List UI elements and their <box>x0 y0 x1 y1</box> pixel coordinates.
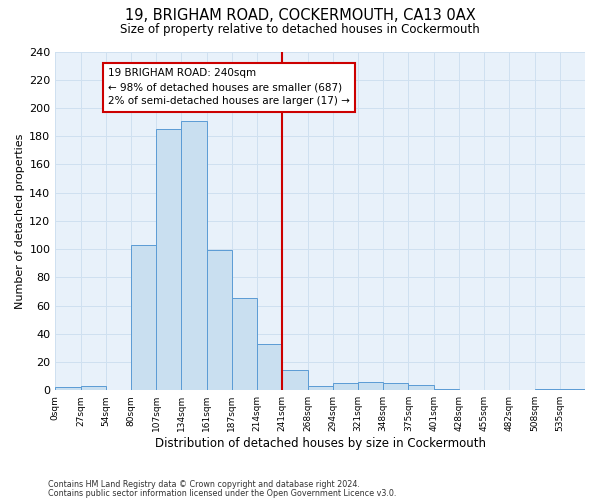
X-axis label: Distribution of detached houses by size in Cockermouth: Distribution of detached houses by size … <box>155 437 485 450</box>
Bar <box>55 388 80 390</box>
Text: Contains public sector information licensed under the Open Government Licence v3: Contains public sector information licen… <box>48 489 397 498</box>
Bar <box>156 129 181 390</box>
Bar <box>560 389 585 390</box>
Y-axis label: Number of detached properties: Number of detached properties <box>15 133 25 308</box>
Bar <box>535 389 560 390</box>
Bar <box>308 386 333 390</box>
Bar <box>206 250 232 390</box>
Bar <box>409 384 434 390</box>
Bar <box>434 389 459 390</box>
Text: 19, BRIGHAM ROAD, COCKERMOUTH, CA13 0AX: 19, BRIGHAM ROAD, COCKERMOUTH, CA13 0AX <box>125 8 475 22</box>
Bar <box>131 245 156 390</box>
Text: Size of property relative to detached houses in Cockermouth: Size of property relative to detached ho… <box>120 22 480 36</box>
Bar <box>257 344 283 390</box>
Bar <box>383 383 409 390</box>
Bar <box>232 298 257 390</box>
Bar <box>80 386 106 390</box>
Bar <box>181 120 206 390</box>
Text: 19 BRIGHAM ROAD: 240sqm
← 98% of detached houses are smaller (687)
2% of semi-de: 19 BRIGHAM ROAD: 240sqm ← 98% of detache… <box>108 68 350 106</box>
Bar <box>358 382 383 390</box>
Bar <box>283 370 308 390</box>
Bar <box>333 383 358 390</box>
Text: Contains HM Land Registry data © Crown copyright and database right 2024.: Contains HM Land Registry data © Crown c… <box>48 480 360 489</box>
